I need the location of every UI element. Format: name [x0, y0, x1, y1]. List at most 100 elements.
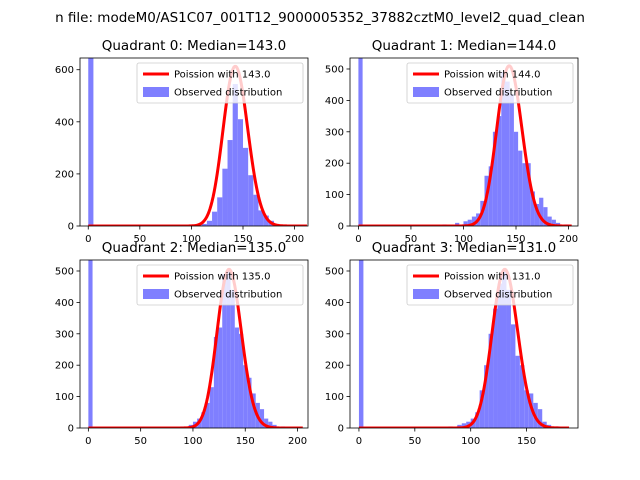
- x-tick-label: 100: [183, 436, 202, 447]
- x-tick-label: 200: [285, 234, 304, 245]
- y-tick-label: 200: [325, 159, 344, 170]
- legend: Poission with 143.0 Observed distribution: [136, 62, 304, 104]
- histogram-bar: [530, 191, 535, 226]
- plot-area: [87, 260, 304, 428]
- histogram-bar: [488, 333, 494, 428]
- histogram-bar: [247, 377, 252, 428]
- poisson-fit-line: [87, 267, 304, 428]
- histogram-bar: [455, 222, 460, 226]
- legend: Poission with 131.0 Observed distribution: [406, 264, 574, 306]
- x-tick-label: 200: [559, 234, 578, 245]
- legend-label: Poission with 144.0: [444, 70, 540, 81]
- histogram-bar: [515, 355, 520, 428]
- subplot-title: Quadrant 1: Median=144.0: [372, 38, 556, 54]
- histogram-bar: [551, 219, 556, 226]
- y-tick-label: 0: [68, 222, 74, 233]
- histogram-bar: [238, 333, 244, 428]
- legend-frame: [406, 62, 574, 104]
- histogram-bar: [539, 197, 544, 226]
- y-tick-label: 300: [55, 329, 74, 340]
- histogram-bar: [467, 219, 472, 226]
- axes-frame: [79, 259, 309, 429]
- y-tick-label: 400: [325, 96, 344, 107]
- x-tick-label: 150: [517, 436, 536, 447]
- subplot-title: Quadrant 0: Median=143.0: [102, 38, 286, 54]
- histogram-bar: [497, 116, 502, 226]
- histogram-bar: [463, 221, 468, 226]
- subplot-title: Quadrant 3: Median=131.0: [372, 240, 556, 256]
- subplot-quadrant-1: 0 50 100 150 200 0 100 200 300 400 500 Quadrant 1: …: [325, 38, 579, 245]
- histogram-bar: [475, 412, 480, 428]
- histogram-bar: [518, 150, 523, 226]
- legend-patch-swatch: [413, 87, 439, 97]
- histogram-bar: [201, 223, 207, 226]
- x-tick-label: 0: [85, 234, 91, 245]
- histogram-bar: [88, 260, 93, 428]
- y-tick-label: 100: [55, 392, 74, 403]
- histogram-bar: [519, 365, 525, 428]
- x-tick-label: 0: [356, 436, 362, 447]
- histogram-bar: [212, 211, 218, 226]
- legend-label: Poission with 135.0: [174, 272, 270, 283]
- axes-frame: [349, 259, 579, 429]
- legend-label: Poission with 143.0: [174, 70, 270, 81]
- y-tick-label: 300: [325, 127, 344, 138]
- subplot-quadrant-0: 0 50 100 150 200 0 200 400 600 Quadrant 0: Median…: [55, 38, 309, 245]
- histogram-bar: [230, 289, 235, 428]
- x-tick-label: 50: [133, 234, 146, 245]
- axes-frame: [349, 57, 579, 227]
- y-tick-label: 300: [325, 329, 344, 340]
- y-tick-label: 400: [55, 117, 74, 128]
- legend-patch-swatch: [143, 289, 169, 299]
- y-tick-label: 100: [325, 392, 344, 403]
- histogram-bar: [358, 58, 363, 226]
- x-tick-label: 100: [454, 234, 473, 245]
- histogram-bar: [251, 393, 256, 428]
- y-tick-label: 0: [338, 222, 344, 233]
- histogram-bar: [248, 175, 254, 226]
- histogram-bar: [358, 260, 364, 428]
- plot-area: [358, 260, 570, 428]
- x-tick-label: 150: [233, 234, 252, 245]
- histogram-bar: [222, 168, 228, 226]
- histogram-bar: [209, 387, 214, 428]
- y-tick-label: 500: [325, 64, 344, 75]
- legend-patch-swatch: [143, 87, 169, 97]
- legend-frame: [406, 264, 574, 306]
- histogram-bar: [506, 289, 511, 428]
- legend-label: Observed distribution: [174, 290, 282, 301]
- histogram-bar: [243, 147, 249, 226]
- x-tick-label: 200: [288, 436, 307, 447]
- y-tick-label: 200: [55, 361, 74, 372]
- y-tick-label: 400: [325, 298, 344, 309]
- histogram-bar: [205, 402, 210, 428]
- histogram-bar: [471, 216, 477, 226]
- legend-label: Poission with 131.0: [444, 272, 540, 283]
- histogram-bar: [493, 308, 498, 428]
- x-tick-label: 100: [182, 234, 201, 245]
- y-tick-label: 0: [338, 424, 344, 435]
- histogram-bar: [484, 365, 489, 428]
- histogram-bar: [201, 412, 206, 428]
- histogram-bar: [268, 421, 273, 428]
- poisson-fit-line: [358, 267, 570, 428]
- histogram-bar: [534, 204, 540, 226]
- histogram-bar: [524, 390, 529, 428]
- subplot-grid: 0 50 100 150 200 0 200 400 600 Quadrant 0: Median…: [55, 38, 579, 447]
- figure-suptitle: n file: modeM0/AS1C07_001T12_9000005352_…: [55, 10, 585, 26]
- x-tick-label: 0: [85, 436, 91, 447]
- histogram-bar: [232, 84, 238, 226]
- y-tick-label: 100: [325, 190, 344, 201]
- histogram-bar: [461, 423, 467, 428]
- histogram-bar: [543, 207, 548, 226]
- histogram-bar: [217, 197, 223, 226]
- histogram-bar: [88, 58, 94, 226]
- histogram-bar: [226, 270, 231, 428]
- y-tick-label: 500: [325, 266, 344, 277]
- x-tick-label: 150: [236, 436, 255, 447]
- histogram-bar: [218, 327, 223, 428]
- histogram-bar: [258, 210, 264, 226]
- histogram-bar: [497, 283, 502, 428]
